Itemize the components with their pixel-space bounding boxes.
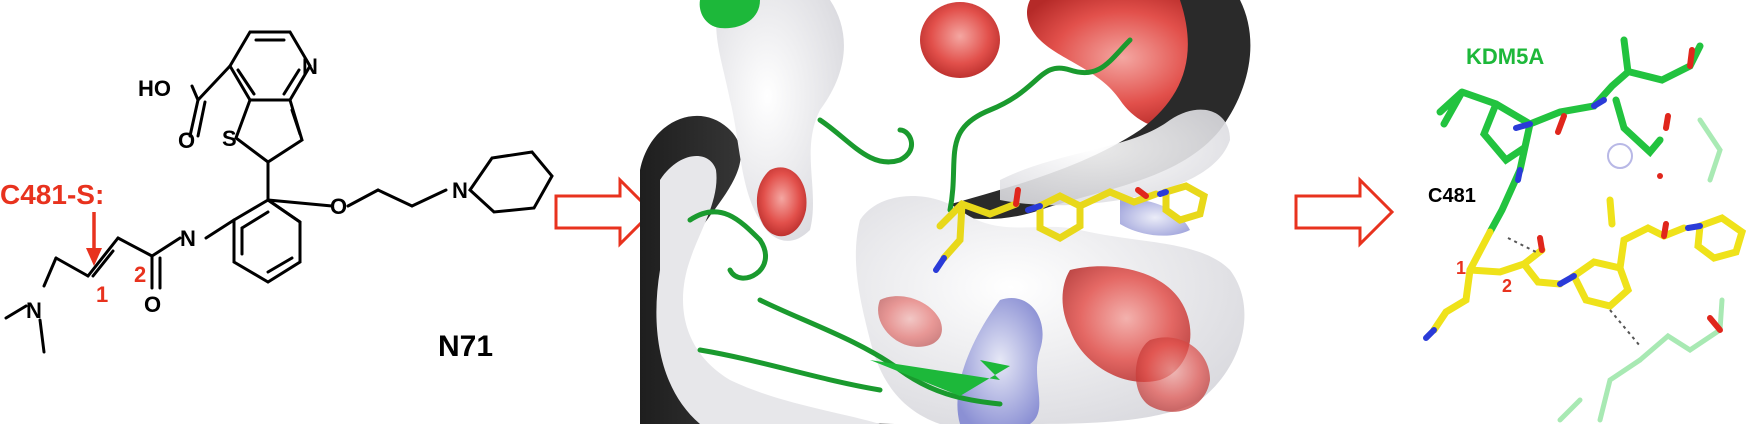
compound-name: N71 [438, 330, 493, 363]
thiophene-ring [234, 98, 304, 164]
carbon-1-label: 1 [96, 282, 108, 307]
ring-nitrogen-label: N [302, 54, 318, 79]
beta-strand-arrow [870, 360, 1010, 396]
detail-panel: KDM5A C481 1 2 [1423, 36, 1747, 423]
structure-panel [4, 30, 554, 354]
attack-site-label: C481-S: [0, 179, 104, 210]
residue-label: C481 [1428, 185, 1476, 207]
amide-nitrogen-label: N [180, 226, 196, 251]
acid-oxygen-label: O [178, 128, 195, 153]
amide-oxygen-label: O [144, 292, 161, 317]
pyridine-ring [228, 30, 312, 102]
protein-background [1557, 117, 1725, 423]
arrow-right-icon [1294, 176, 1395, 248]
phenyl-ring [232, 198, 302, 284]
piperidine-ring [468, 150, 554, 214]
protein-cartoon [687, 37, 1133, 407]
carbon-2-label: 2 [134, 262, 146, 287]
ether-oxygen-label: O [330, 194, 347, 219]
sulfur-label: S [222, 126, 237, 151]
protein-backbone [1436, 36, 1704, 236]
protein-label: KDM5A [1466, 44, 1544, 69]
detail-carbon-2-label: 2 [1502, 276, 1512, 296]
piperidine-nitrogen-label: N [452, 178, 468, 203]
detail-carbon-1-label: 1 [1456, 258, 1466, 278]
ligand-detail [1430, 196, 1747, 334]
surface-panel [640, 0, 1260, 424]
attack-arrow [86, 212, 102, 266]
ho-label: HO [138, 76, 171, 101]
arrow-right-icon [554, 176, 655, 248]
dimethylamine-nitrogen-label: N [26, 298, 42, 323]
